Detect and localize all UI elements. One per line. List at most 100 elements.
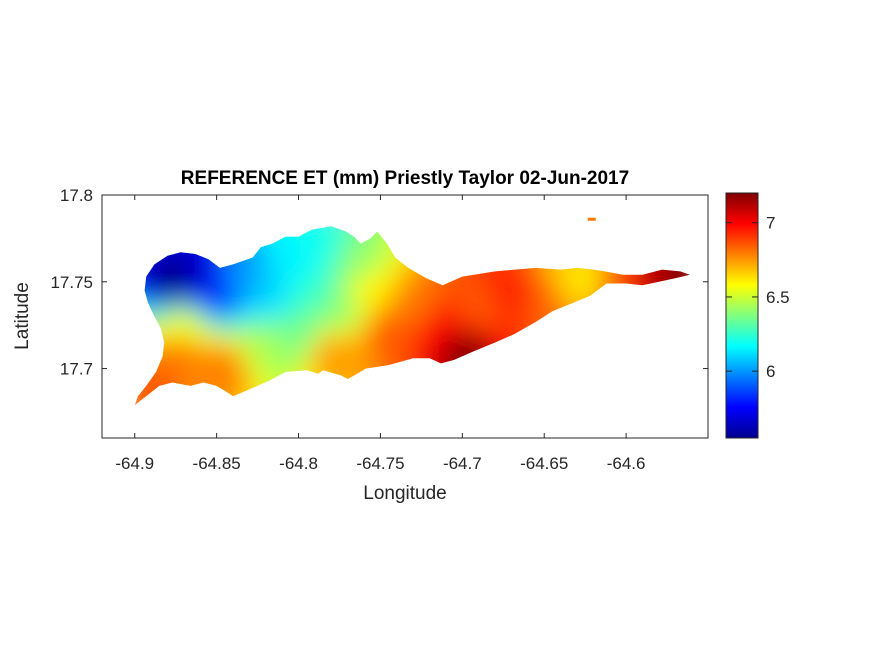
heatmap-cell bbox=[342, 318, 349, 325]
heatmap-cell bbox=[186, 318, 193, 325]
heatmap-cell bbox=[180, 378, 187, 385]
heatmap-cell bbox=[228, 300, 235, 307]
heatmap-cell bbox=[486, 282, 493, 289]
heatmap-cell bbox=[204, 330, 211, 337]
heatmap-cell bbox=[330, 240, 337, 247]
heatmap-cell bbox=[480, 324, 487, 331]
heatmap-cell bbox=[312, 324, 319, 331]
heatmap-cell bbox=[192, 294, 199, 301]
heatmap-cell bbox=[486, 306, 493, 313]
heatmap-cell bbox=[336, 354, 343, 361]
heatmap-cell bbox=[456, 282, 463, 289]
heatmap-cell bbox=[402, 348, 409, 355]
heatmap-cell bbox=[264, 354, 271, 361]
heatmap-cell bbox=[372, 234, 379, 241]
heatmap-cell bbox=[294, 360, 301, 367]
heatmap-cell bbox=[558, 276, 565, 283]
heatmap-cell bbox=[174, 288, 181, 295]
heatmap-cell bbox=[462, 318, 469, 325]
heatmap-cell bbox=[252, 288, 259, 295]
heatmap-cell bbox=[270, 300, 277, 307]
heatmap-cell bbox=[264, 276, 271, 283]
heatmap-cell bbox=[384, 258, 391, 265]
heatmap-cell bbox=[420, 348, 427, 355]
heatmap-cell bbox=[426, 306, 433, 313]
heatmap-cell bbox=[240, 318, 247, 325]
heatmap-cell bbox=[426, 312, 433, 319]
heatmap-cell bbox=[216, 318, 223, 325]
heatmap-cell bbox=[216, 282, 223, 289]
heatmap-cell bbox=[372, 354, 379, 361]
heatmap-cell bbox=[204, 264, 211, 271]
heatmap-cell bbox=[306, 276, 313, 283]
heatmap-cell bbox=[468, 306, 475, 313]
heatmap-cell bbox=[210, 270, 217, 277]
heatmap-cell bbox=[282, 282, 289, 289]
heatmap-cell bbox=[336, 306, 343, 313]
heatmap-cell bbox=[372, 324, 379, 331]
x-tick-label: -64.8 bbox=[279, 454, 318, 473]
heatmap-cell bbox=[366, 276, 373, 283]
heatmap-cell bbox=[246, 324, 253, 331]
heatmap-cell bbox=[162, 330, 169, 337]
heatmap-cell bbox=[468, 312, 475, 319]
heatmap-cell bbox=[456, 312, 463, 319]
heatmap-cell bbox=[252, 342, 259, 349]
heatmap-cell bbox=[234, 264, 241, 271]
heatmap-cell bbox=[198, 276, 205, 283]
heatmap-cell bbox=[558, 282, 565, 289]
heatmap-cell bbox=[396, 348, 403, 355]
heatmap-cell bbox=[450, 348, 457, 355]
heatmap-cell bbox=[498, 336, 505, 343]
heatmap-cell bbox=[312, 348, 319, 355]
heatmap-cell bbox=[324, 288, 331, 295]
heatmap-cell bbox=[192, 264, 199, 271]
heatmap-cell bbox=[516, 294, 523, 301]
heatmap-cell bbox=[360, 246, 367, 253]
heatmap-cell bbox=[288, 258, 295, 265]
heatmap-cell bbox=[330, 342, 337, 349]
heatmap-cell bbox=[528, 276, 535, 283]
heatmap-cell bbox=[288, 264, 295, 271]
heatmap-cell bbox=[450, 294, 457, 301]
heatmap-cell bbox=[150, 276, 157, 283]
heatmap-cell bbox=[306, 354, 313, 361]
heatmap-cell bbox=[312, 270, 319, 277]
heatmap-cell bbox=[312, 276, 319, 283]
colorbar-ticks: 66.57 bbox=[726, 214, 790, 381]
heatmap-cell bbox=[618, 276, 625, 283]
heatmap-cell bbox=[162, 264, 169, 271]
heatmap-cell bbox=[390, 336, 397, 343]
heatmap-cell bbox=[336, 330, 343, 337]
heatmap-cell bbox=[234, 282, 241, 289]
heatmap-cell bbox=[408, 288, 415, 295]
heatmap-cell bbox=[378, 360, 385, 367]
heatmap-cell bbox=[270, 348, 277, 355]
heatmap-cell bbox=[570, 294, 577, 301]
heatmap-cell bbox=[558, 300, 565, 307]
heatmap-cell bbox=[180, 330, 187, 337]
heatmap-cell bbox=[396, 336, 403, 343]
heatmap-cell bbox=[378, 330, 385, 337]
heatmap-cell bbox=[228, 378, 235, 385]
heatmap-cell bbox=[390, 348, 397, 355]
heatmap-cell bbox=[306, 264, 313, 271]
heatmap-cell bbox=[222, 300, 229, 307]
heatmap-cell bbox=[414, 288, 421, 295]
heatmap-cell bbox=[372, 330, 379, 337]
heatmap-cell bbox=[594, 270, 601, 277]
heatmap-cell bbox=[264, 366, 271, 373]
heatmap-cell bbox=[228, 354, 235, 361]
heatmap-cell bbox=[168, 294, 175, 301]
heatmap-cell bbox=[468, 318, 475, 325]
heatmap-cell bbox=[516, 312, 523, 319]
heatmap-cell bbox=[312, 240, 319, 247]
heatmap-cell bbox=[282, 336, 289, 343]
heatmap-cell bbox=[192, 324, 199, 331]
heatmap-cell bbox=[372, 306, 379, 313]
heatmap-cell bbox=[522, 318, 529, 325]
heatmap-cell bbox=[492, 288, 499, 295]
heatmap-cell bbox=[156, 294, 163, 301]
heatmap-cell bbox=[312, 288, 319, 295]
heatmap-cell bbox=[348, 282, 355, 289]
